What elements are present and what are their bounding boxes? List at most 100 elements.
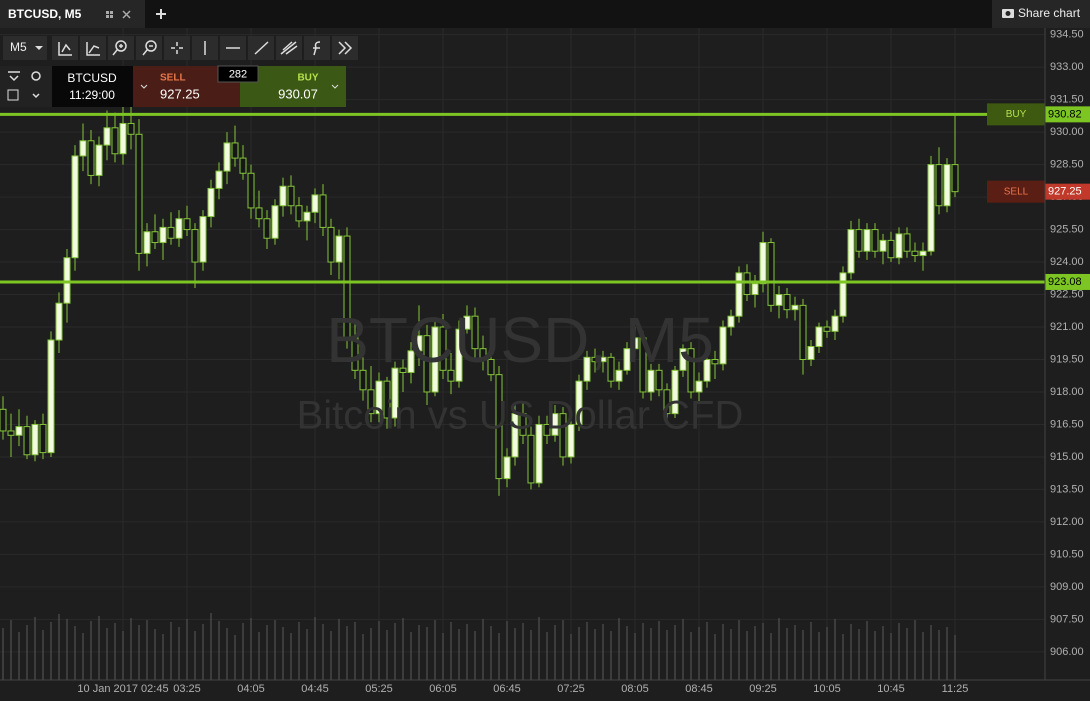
candle-body bbox=[503, 456, 511, 480]
x-tick-label: 10:45 bbox=[877, 683, 905, 695]
volume-bar bbox=[26, 625, 28, 680]
candle-body bbox=[375, 380, 383, 415]
volume-bar bbox=[762, 623, 764, 680]
volume-bar bbox=[674, 625, 676, 680]
volume-bar bbox=[626, 626, 628, 680]
candle-body bbox=[687, 348, 695, 393]
candle-body bbox=[247, 172, 255, 209]
candle-body bbox=[207, 187, 215, 218]
candle-body bbox=[463, 315, 471, 330]
x-tick-label: 04:45 bbox=[301, 683, 329, 695]
candle-body bbox=[151, 231, 159, 244]
candle-body bbox=[671, 369, 679, 415]
candle-body bbox=[327, 226, 335, 263]
candle-body bbox=[807, 346, 815, 360]
candle-body bbox=[631, 337, 639, 350]
y-tick-label: 913.50 bbox=[1050, 483, 1084, 495]
tab-layout-icon[interactable] bbox=[106, 11, 113, 18]
volume-bar bbox=[754, 626, 756, 680]
candle-body bbox=[607, 356, 615, 382]
volume-bar bbox=[778, 618, 780, 680]
candle-body bbox=[423, 335, 431, 393]
volume-bar bbox=[906, 628, 908, 680]
volume-bar bbox=[946, 627, 948, 680]
candle-body bbox=[727, 315, 735, 328]
volume-bar bbox=[706, 622, 708, 680]
tool-button[interactable] bbox=[164, 36, 190, 60]
widget-icon[interactable] bbox=[8, 71, 20, 82]
volume-bar bbox=[442, 633, 444, 680]
volume-bar bbox=[666, 630, 668, 680]
tab-close[interactable] bbox=[122, 10, 131, 19]
search-icon[interactable] bbox=[31, 71, 41, 81]
candle-body bbox=[15, 426, 23, 436]
candle-body bbox=[71, 155, 79, 259]
volume-bar bbox=[562, 620, 564, 680]
candle-body bbox=[95, 144, 103, 176]
share-label: Share chart bbox=[1018, 6, 1081, 20]
candle-body bbox=[279, 185, 287, 207]
volume-bar bbox=[690, 632, 692, 680]
volume-bar bbox=[650, 628, 652, 680]
candle-body bbox=[231, 142, 239, 159]
level-tag-label: 930.82 bbox=[1048, 108, 1082, 120]
x-tick-label: 11:25 bbox=[942, 683, 969, 695]
volume-bar bbox=[154, 629, 156, 680]
popout-icon[interactable] bbox=[7, 89, 19, 101]
volume-bar bbox=[834, 619, 836, 680]
volume-bar bbox=[298, 622, 300, 680]
y-tick-label: 907.50 bbox=[1050, 613, 1084, 625]
add-tab[interactable] bbox=[156, 9, 166, 19]
volume-bar bbox=[194, 631, 196, 680]
volume-bar bbox=[682, 619, 684, 680]
candle-body bbox=[479, 348, 487, 360]
volume-bar bbox=[506, 621, 508, 680]
candle-body bbox=[271, 205, 279, 239]
tool-button[interactable] bbox=[136, 36, 162, 60]
volume-bar bbox=[266, 625, 268, 680]
candle-body bbox=[343, 235, 351, 339]
tab[interactable] bbox=[0, 0, 145, 28]
candle-body bbox=[383, 380, 391, 419]
candle-body bbox=[191, 229, 199, 263]
candle-body bbox=[583, 356, 591, 382]
candle-body bbox=[159, 226, 167, 244]
candle-body bbox=[847, 229, 855, 274]
volume-bar bbox=[802, 630, 804, 680]
candle-body bbox=[183, 218, 191, 231]
candle-body bbox=[47, 339, 55, 454]
volume-bar bbox=[786, 628, 788, 680]
volume-bar bbox=[346, 626, 348, 680]
candle-body bbox=[31, 423, 39, 456]
volume-bar bbox=[602, 624, 604, 680]
volume-bar bbox=[370, 628, 372, 680]
x-tick-label: 06:45 bbox=[493, 683, 521, 695]
expand-icon[interactable] bbox=[32, 93, 40, 99]
volume-bar bbox=[858, 629, 860, 680]
candle-body bbox=[559, 413, 567, 458]
trade-widget: BTCUSD 11:29:00 SELL 927.25 BUY 930.07 2… bbox=[0, 65, 346, 107]
widget-symbol-label: BTCUSD bbox=[67, 71, 117, 85]
marker-label: SELL bbox=[1004, 186, 1029, 197]
volume-bar bbox=[514, 628, 516, 680]
volume-bar bbox=[738, 620, 740, 680]
candle-body bbox=[599, 356, 607, 363]
x-tick-label: 10:05 bbox=[813, 683, 841, 695]
volume-bar bbox=[202, 624, 204, 680]
buy-label: BUY bbox=[297, 73, 318, 84]
sell-label: SELL bbox=[160, 73, 186, 84]
candle-body bbox=[823, 326, 831, 332]
volume-bar bbox=[930, 625, 932, 680]
x-tick-label: 06:05 bbox=[429, 683, 457, 695]
tool-icons bbox=[58, 40, 353, 56]
y-tick-label: 918.00 bbox=[1050, 386, 1084, 398]
y-tick-label: 933.00 bbox=[1050, 61, 1084, 73]
volume-bar bbox=[426, 627, 428, 680]
candle-body bbox=[55, 302, 63, 341]
candle-body bbox=[927, 164, 935, 252]
volume-bar bbox=[434, 620, 436, 680]
candle-body bbox=[815, 326, 823, 348]
candle-body bbox=[791, 304, 799, 311]
volume-bar bbox=[466, 624, 468, 680]
candle-body bbox=[471, 315, 479, 350]
